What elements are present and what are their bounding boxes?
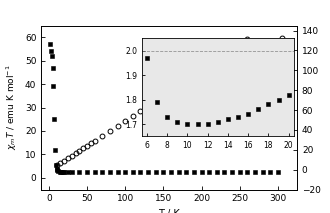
Y-axis label: $\chi_m T$ / emu K mol$^{-1}$: $\chi_m T$ / emu K mol$^{-1}$ <box>5 65 19 150</box>
X-axis label: T / K: T / K <box>158 209 180 213</box>
